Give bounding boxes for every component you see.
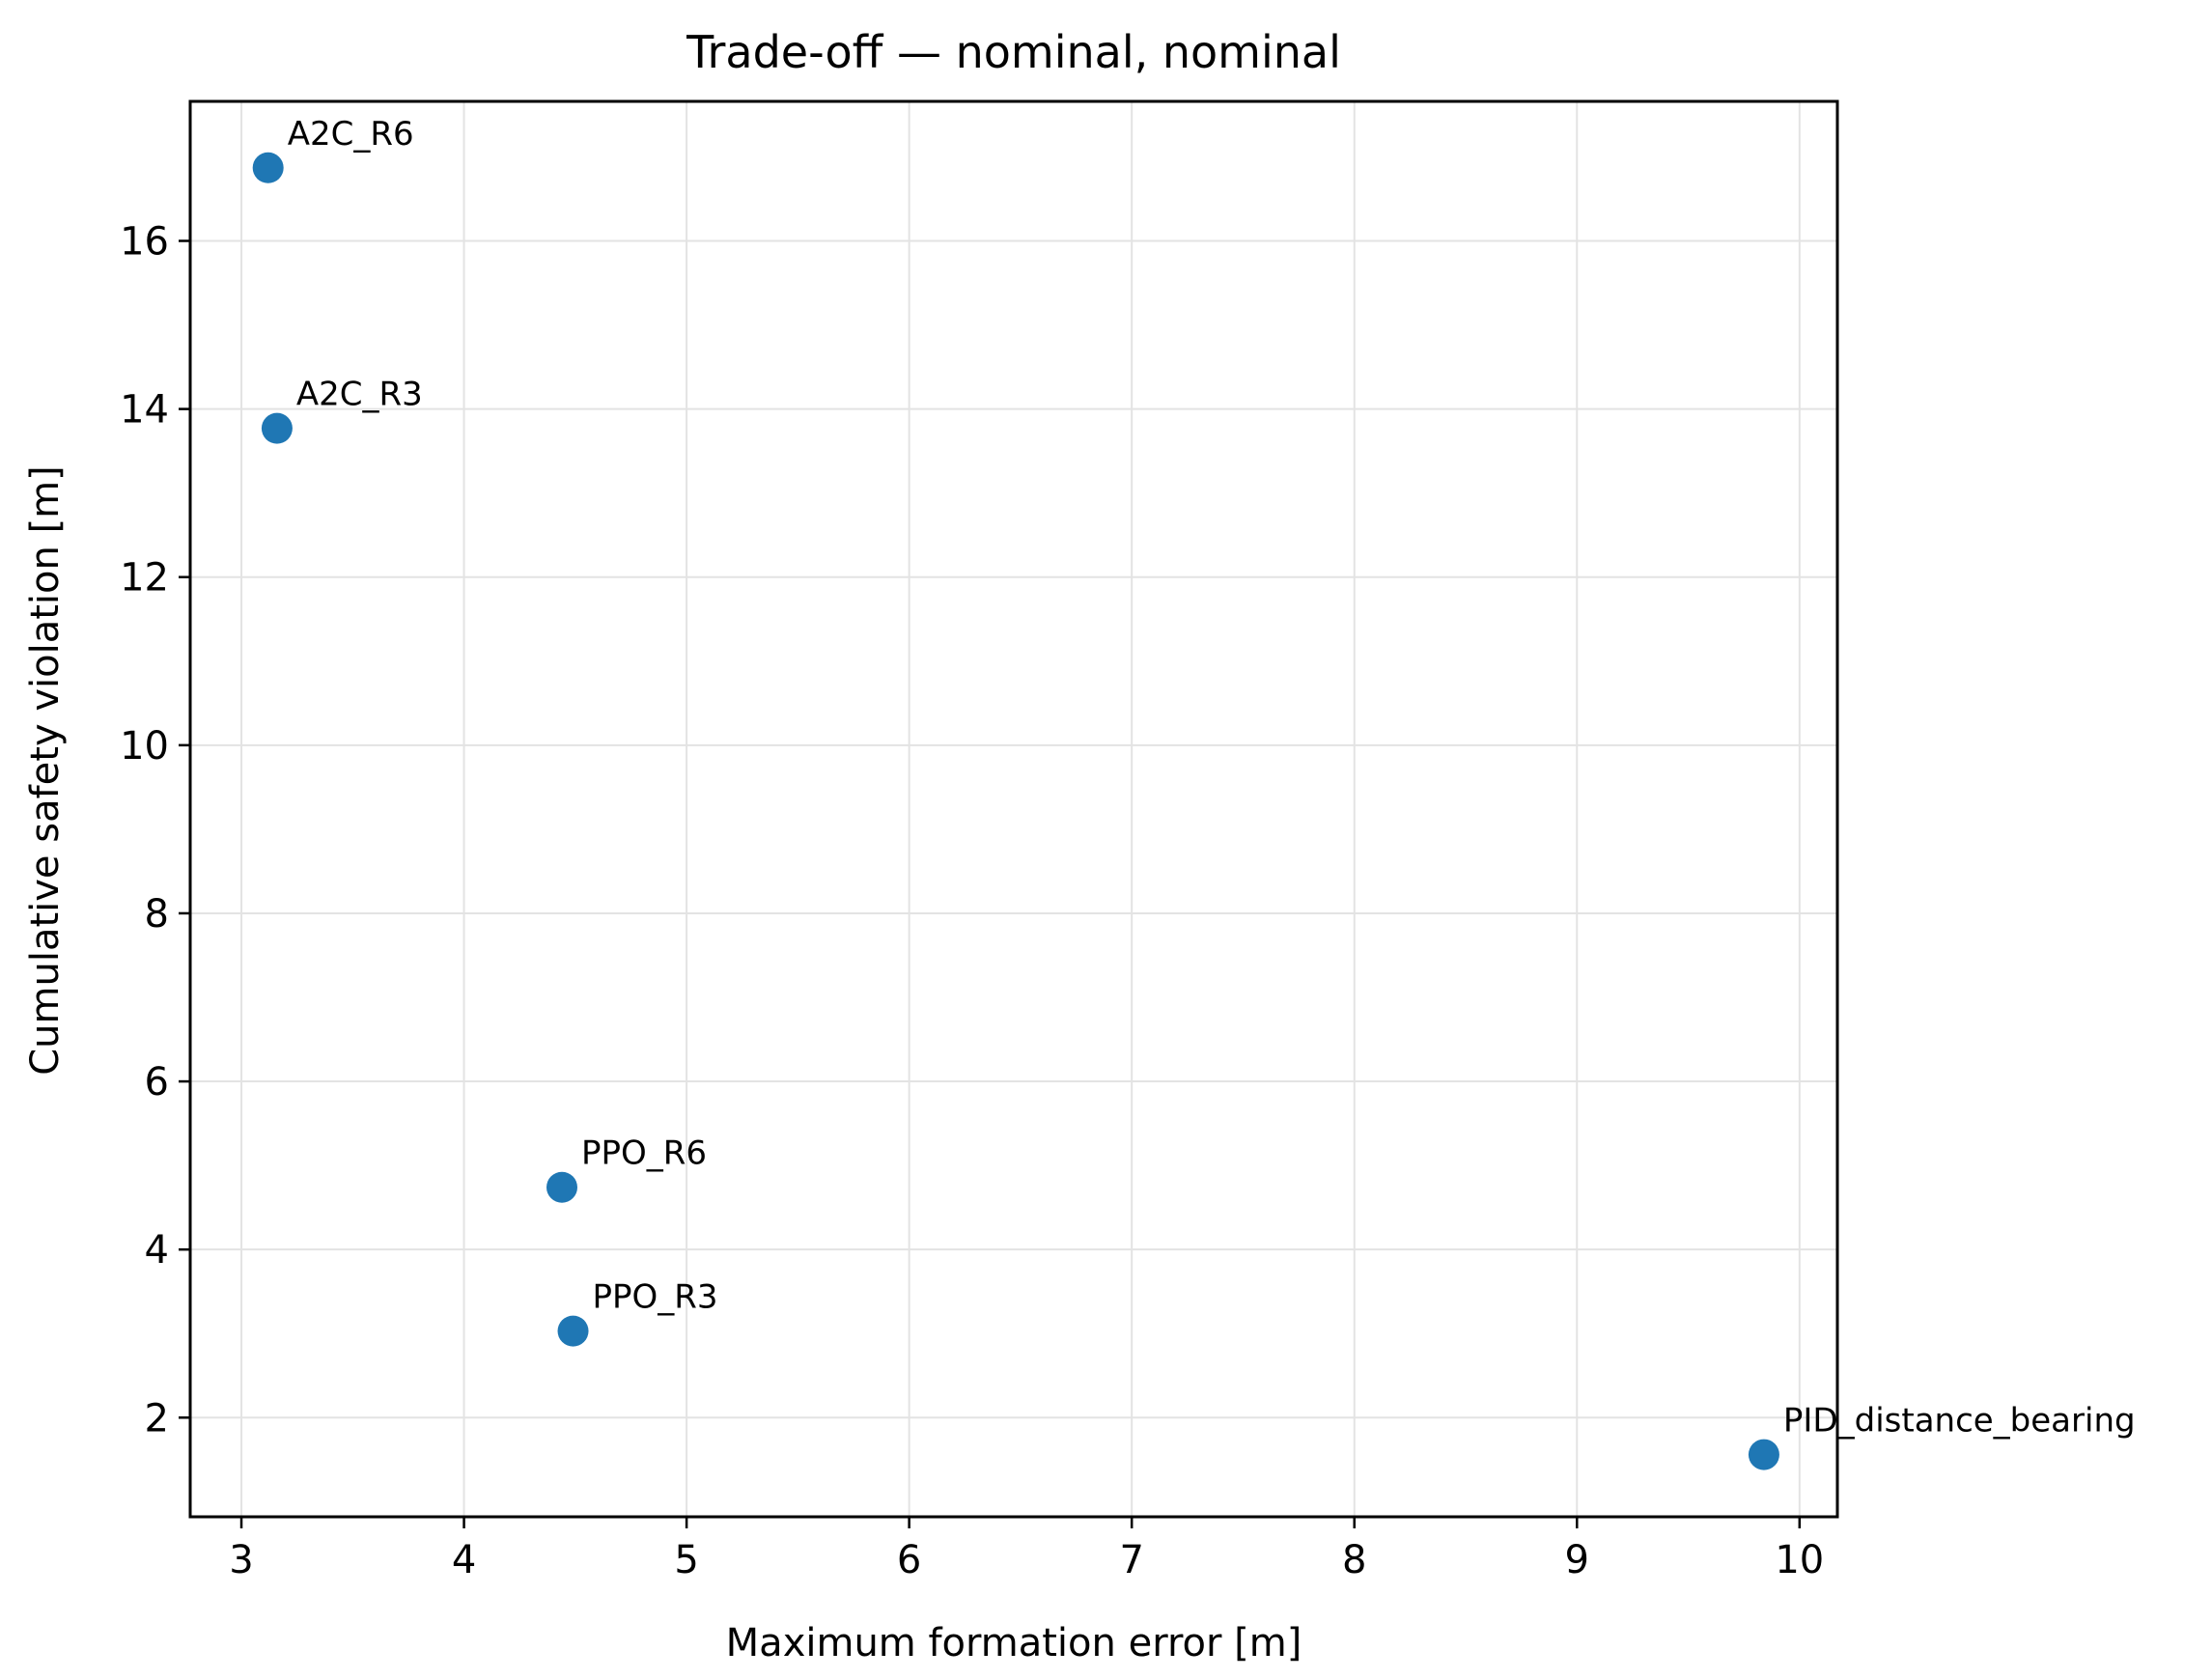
x-tick-label: 3 bbox=[229, 1538, 253, 1582]
x-tick-label: 10 bbox=[1775, 1538, 1824, 1582]
data-points bbox=[252, 152, 1779, 1470]
y-tick-label: 12 bbox=[120, 556, 169, 601]
x-tick-label: 5 bbox=[674, 1538, 698, 1582]
x-tick-label: 4 bbox=[452, 1538, 476, 1582]
x-tick-label: 8 bbox=[1342, 1538, 1366, 1582]
plot-frame bbox=[188, 99, 1839, 1519]
axis-ticks: 3 4 5 6 7 8 9 10 2 4 6 8 10 12 14 16 bbox=[120, 220, 1824, 1582]
data-point-label: PID_distance_bearing bbox=[1783, 1402, 2136, 1441]
x-axis-label: Maximum formation error [m] bbox=[726, 1621, 1302, 1665]
x-tick-label: 9 bbox=[1565, 1538, 1589, 1582]
y-tick-label: 2 bbox=[145, 1396, 169, 1441]
chart-title: Trade-off — nominal, nominal bbox=[686, 26, 1341, 78]
y-axis-label: Cumulative safety violation [m] bbox=[23, 465, 68, 1076]
data-point-label: A2C_R6 bbox=[288, 115, 414, 154]
y-tick-label: 14 bbox=[120, 388, 169, 433]
x-tick-label: 7 bbox=[1119, 1538, 1143, 1582]
data-point bbox=[261, 412, 293, 444]
data-point bbox=[252, 152, 284, 183]
data-point bbox=[546, 1171, 578, 1203]
y-tick-label: 8 bbox=[145, 892, 169, 937]
y-tick-label: 16 bbox=[120, 220, 169, 265]
data-point-label: A2C_R3 bbox=[296, 376, 423, 414]
grid bbox=[190, 101, 1837, 1517]
data-point-label: PPO_R3 bbox=[593, 1278, 718, 1317]
data-point-label: PPO_R6 bbox=[581, 1134, 707, 1173]
y-tick-label: 4 bbox=[145, 1228, 169, 1273]
point-labels: A2C_R6 A2C_R3 PPO_R6 PPO_R3 PID_distance_bea… bbox=[288, 115, 2136, 1441]
y-tick-label: 6 bbox=[145, 1060, 169, 1105]
x-tick-label: 6 bbox=[897, 1538, 921, 1582]
data-point bbox=[1748, 1439, 1779, 1470]
y-tick-label: 10 bbox=[120, 724, 169, 769]
data-point bbox=[557, 1315, 589, 1347]
